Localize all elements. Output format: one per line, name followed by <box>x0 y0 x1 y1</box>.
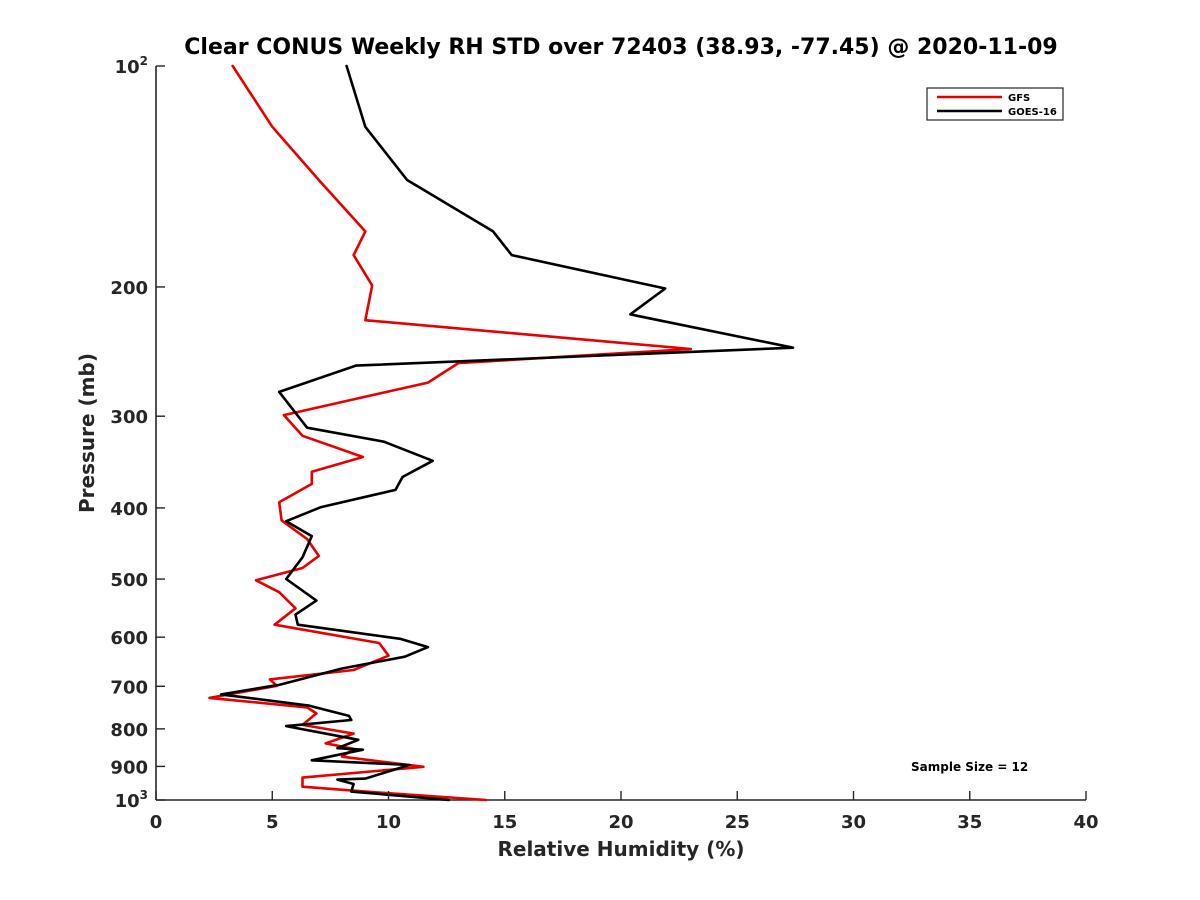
x-tick-label: 10 <box>376 812 401 833</box>
y-tick-label: 500 <box>110 570 148 591</box>
series-line-gfs <box>208 64 693 802</box>
y-tick-label: 103 <box>115 788 148 812</box>
y-ticks: 102 200 300 400 500 600 700 800 900 103 <box>110 54 165 812</box>
legend-box <box>926 87 1064 121</box>
y-tick-label: 900 <box>110 757 148 778</box>
legend-label-gfs: GFS <box>1008 93 1030 104</box>
sample-size-annotation: Sample Size = 12 <box>911 760 1028 774</box>
y-tick-label: 200 <box>110 278 148 299</box>
y-tick-label: 400 <box>110 499 148 520</box>
legend: GFS GOES-16 <box>926 87 1064 121</box>
y-axis-label: Pressure (mb) <box>75 353 99 513</box>
y-tick-label: 300 <box>110 407 148 428</box>
x-tick-label: 0 <box>150 812 163 833</box>
chart-title: Clear CONUS Weekly RH STD over 72403 (38… <box>184 35 1057 60</box>
series-line-goes-16 <box>219 64 795 802</box>
y-tick-label: 102 <box>115 54 148 78</box>
legend-label-goes-16: GOES-16 <box>1008 107 1057 118</box>
x-tick-label: 15 <box>492 812 517 833</box>
x-tick-label: 30 <box>841 812 866 833</box>
x-tick-label: 25 <box>725 812 750 833</box>
x-axis-label: Relative Humidity (%) <box>497 837 744 861</box>
x-tick-label: 5 <box>266 812 279 833</box>
plot-area: 0 5 10 15 20 25 30 35 40 102 200 300 400 500 600 700 80… <box>110 54 1098 833</box>
y-tick-label: 800 <box>110 720 148 741</box>
x-tick-label: 20 <box>608 812 633 833</box>
x-tick-label: 40 <box>1073 812 1098 833</box>
x-tick-label: 35 <box>957 812 982 833</box>
y-tick-label: 700 <box>110 677 148 698</box>
y-tick-label: 600 <box>110 628 148 649</box>
x-ticks: 0 5 10 15 20 25 30 35 40 <box>150 791 1099 833</box>
series-layer <box>208 64 795 802</box>
